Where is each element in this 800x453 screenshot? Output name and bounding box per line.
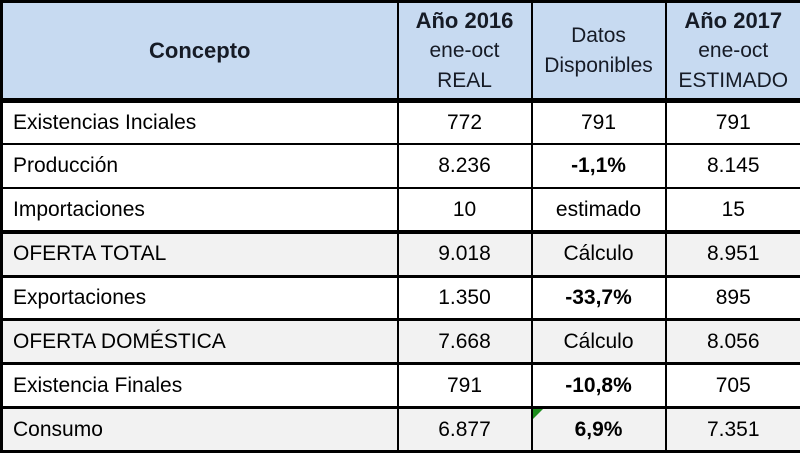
datos-cell: Cálculo [530, 318, 667, 365]
table-row-produccion: Producción 8.236 -1,1% 8.145 [0, 143, 800, 190]
header-kind-2017: ESTIMADO [678, 68, 789, 92]
header-year-2016: Año 2016 [415, 7, 514, 33]
header-datos-line1: Datos [571, 23, 626, 47]
cell-error-flag-icon [532, 409, 543, 420]
estimado-value-cell: 895 [664, 274, 800, 321]
table-row-consumo: Consumo 6.877 6,9% 7.351 [0, 406, 800, 453]
estimado-value-cell: 8.056 [664, 318, 800, 365]
concepto-cell: Exportaciones [0, 274, 399, 321]
column-header-datos-disponibles: Datos Disponibles [530, 0, 667, 103]
column-header-ano-2016: Año 2016 ene-oct REAL [396, 0, 533, 103]
estimado-value-cell: 8.951 [664, 230, 800, 277]
concepto-cell: Producción [0, 143, 399, 190]
header-kind-2016: REAL [437, 68, 492, 92]
column-header-ano-2017: Año 2017 ene-oct ESTIMADO [664, 0, 800, 103]
real-value-cell: 10 [396, 187, 533, 234]
column-header-concepto: Concepto [0, 0, 399, 103]
real-value-cell: 9.018 [396, 230, 533, 277]
datos-cell: 791 [530, 99, 667, 146]
estimado-value-cell: 705 [664, 362, 800, 409]
real-value-cell: 1.350 [396, 274, 533, 321]
concepto-cell: Existencias Inciales [0, 99, 399, 146]
estimado-value-cell: 8.145 [664, 143, 800, 190]
concepto-cell: Existencia Finales [0, 362, 399, 409]
estimado-value-cell: 7.351 [664, 406, 800, 453]
datos-value: 6,9% [574, 417, 623, 441]
real-value-cell: 7.668 [396, 318, 533, 365]
table-row-existencias-iniciales: Existencias Inciales 772 791 791 [0, 99, 800, 146]
concepto-cell: Importaciones [0, 187, 399, 234]
estimado-value-cell: 15 [664, 187, 800, 234]
datos-cell: 6,9% [530, 406, 667, 453]
estimado-value-cell: 791 [664, 99, 800, 146]
real-value-cell: 8.236 [396, 143, 533, 190]
table-row-exportaciones: Exportaciones 1.350 -33,7% 895 [0, 274, 800, 321]
real-value-cell: 6.877 [396, 406, 533, 453]
datos-cell: estimado [530, 187, 667, 234]
table-row-oferta-domestica: OFERTA DOMÉSTICA 7.668 Cálculo 8.056 [0, 318, 800, 365]
header-datos-line2: Disponibles [544, 53, 653, 77]
datos-cell: -33,7% [530, 274, 667, 321]
concepto-cell: Consumo [0, 406, 399, 453]
table-row-existencia-finales: Existencia Finales 791 -10,8% 705 [0, 362, 800, 409]
datos-cell: -1,1% [530, 143, 667, 190]
header-period-2017: ene-oct [698, 38, 769, 62]
header-period-2016: ene-oct [429, 38, 500, 62]
datos-cell: -10,8% [530, 362, 667, 409]
datos-cell: Cálculo [530, 230, 667, 277]
real-value-cell: 791 [396, 362, 533, 409]
concepto-cell: OFERTA DOMÉSTICA [0, 318, 399, 365]
table-row-oferta-total: OFERTA TOTAL 9.018 Cálculo 8.951 [0, 230, 800, 277]
real-value-cell: 772 [396, 99, 533, 146]
header-year-2017: Año 2017 [684, 7, 783, 33]
header-row: Concepto Año 2016 ene-oct REAL Datos Dis… [0, 0, 800, 103]
concepto-cell: OFERTA TOTAL [0, 230, 399, 277]
table-row-importaciones: Importaciones 10 estimado 15 [0, 187, 800, 234]
